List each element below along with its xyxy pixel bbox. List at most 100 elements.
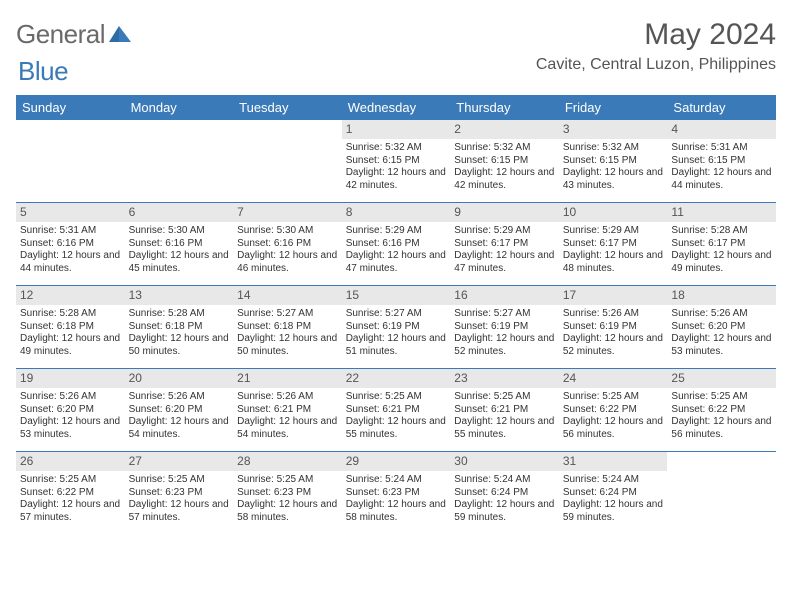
sunset-line: Sunset: 6:24 PM <box>454 487 555 500</box>
sunrise-line: Sunrise: 5:25 AM <box>454 391 555 404</box>
sunset-line: Sunset: 6:15 PM <box>454 155 555 168</box>
sunrise-line: Sunrise: 5:29 AM <box>563 225 664 238</box>
day-number: 19 <box>16 369 125 388</box>
day-number: 14 <box>233 286 342 305</box>
empty-cell <box>125 120 234 202</box>
sunset-line: Sunset: 6:21 PM <box>346 404 447 417</box>
daylight-line: Daylight: 12 hours and 42 minutes. <box>454 167 555 192</box>
sunset-line: Sunset: 6:21 PM <box>237 404 338 417</box>
day-cell: 16Sunrise: 5:27 AMSunset: 6:19 PMDayligh… <box>450 286 559 368</box>
sunrise-line: Sunrise: 5:25 AM <box>563 391 664 404</box>
day-number: 3 <box>559 120 668 139</box>
sunrise-line: Sunrise: 5:29 AM <box>454 225 555 238</box>
day-number: 17 <box>559 286 668 305</box>
location: Cavite, Central Luzon, Philippines <box>536 56 776 74</box>
day-cell: 29Sunrise: 5:24 AMSunset: 6:23 PMDayligh… <box>342 452 451 534</box>
day-number: 11 <box>667 203 776 222</box>
sunset-line: Sunset: 6:15 PM <box>346 155 447 168</box>
sunrise-line: Sunrise: 5:28 AM <box>129 308 230 321</box>
day-number: 13 <box>125 286 234 305</box>
sunrise-line: Sunrise: 5:32 AM <box>454 142 555 155</box>
day-header-cell: Friday <box>559 95 668 120</box>
day-info: Sunrise: 5:28 AMSunset: 6:18 PMDaylight:… <box>20 308 121 358</box>
daylight-line: Daylight: 12 hours and 49 minutes. <box>20 333 121 358</box>
sunset-line: Sunset: 6:23 PM <box>346 487 447 500</box>
sunrise-line: Sunrise: 5:29 AM <box>346 225 447 238</box>
daylight-line: Daylight: 12 hours and 55 minutes. <box>346 416 447 441</box>
day-info: Sunrise: 5:32 AMSunset: 6:15 PMDaylight:… <box>563 142 664 192</box>
daylight-line: Daylight: 12 hours and 47 minutes. <box>346 250 447 275</box>
daylight-line: Daylight: 12 hours and 44 minutes. <box>20 250 121 275</box>
day-cell: 18Sunrise: 5:26 AMSunset: 6:20 PMDayligh… <box>667 286 776 368</box>
daylight-line: Daylight: 12 hours and 42 minutes. <box>346 167 447 192</box>
sunset-line: Sunset: 6:20 PM <box>671 321 772 334</box>
sunset-line: Sunset: 6:23 PM <box>237 487 338 500</box>
day-header-cell: Tuesday <box>233 95 342 120</box>
day-header-cell: Monday <box>125 95 234 120</box>
sunrise-line: Sunrise: 5:30 AM <box>237 225 338 238</box>
day-info: Sunrise: 5:26 AMSunset: 6:21 PMDaylight:… <box>237 391 338 441</box>
day-number: 21 <box>233 369 342 388</box>
sunrise-line: Sunrise: 5:27 AM <box>346 308 447 321</box>
calendar: SundayMondayTuesdayWednesdayThursdayFrid… <box>16 95 776 534</box>
sunset-line: Sunset: 6:16 PM <box>20 238 121 251</box>
day-info: Sunrise: 5:27 AMSunset: 6:19 PMDaylight:… <box>346 308 447 358</box>
logo-icon <box>109 20 131 51</box>
day-number: 4 <box>667 120 776 139</box>
day-cell: 24Sunrise: 5:25 AMSunset: 6:22 PMDayligh… <box>559 369 668 451</box>
day-info: Sunrise: 5:25 AMSunset: 6:21 PMDaylight:… <box>454 391 555 441</box>
daylight-line: Daylight: 12 hours and 50 minutes. <box>237 333 338 358</box>
day-info: Sunrise: 5:31 AMSunset: 6:15 PMDaylight:… <box>671 142 772 192</box>
sunset-line: Sunset: 6:15 PM <box>671 155 772 168</box>
day-header-cell: Sunday <box>16 95 125 120</box>
day-info: Sunrise: 5:28 AMSunset: 6:18 PMDaylight:… <box>129 308 230 358</box>
day-number: 27 <box>125 452 234 471</box>
day-cell: 28Sunrise: 5:25 AMSunset: 6:23 PMDayligh… <box>233 452 342 534</box>
day-cell: 7Sunrise: 5:30 AMSunset: 6:16 PMDaylight… <box>233 203 342 285</box>
sunset-line: Sunset: 6:18 PM <box>20 321 121 334</box>
weeks-container: 1Sunrise: 5:32 AMSunset: 6:15 PMDaylight… <box>16 120 776 534</box>
day-cell: 11Sunrise: 5:28 AMSunset: 6:17 PMDayligh… <box>667 203 776 285</box>
sunrise-line: Sunrise: 5:25 AM <box>20 474 121 487</box>
sunrise-line: Sunrise: 5:31 AM <box>671 142 772 155</box>
daylight-line: Daylight: 12 hours and 53 minutes. <box>20 416 121 441</box>
daylight-line: Daylight: 12 hours and 47 minutes. <box>454 250 555 275</box>
sunset-line: Sunset: 6:22 PM <box>671 404 772 417</box>
sunset-line: Sunset: 6:18 PM <box>237 321 338 334</box>
sunrise-line: Sunrise: 5:26 AM <box>563 308 664 321</box>
sunset-line: Sunset: 6:24 PM <box>563 487 664 500</box>
daylight-line: Daylight: 12 hours and 46 minutes. <box>237 250 338 275</box>
daylight-line: Daylight: 12 hours and 52 minutes. <box>563 333 664 358</box>
sunset-line: Sunset: 6:20 PM <box>129 404 230 417</box>
day-number: 31 <box>559 452 668 471</box>
day-cell: 4 Sunrise: 5:31 AMSunset: 6:15 PMDaylight… <box>667 120 776 202</box>
daylight-line: Daylight: 12 hours and 51 minutes. <box>346 333 447 358</box>
day-info: Sunrise: 5:32 AMSunset: 6:15 PMDaylight:… <box>346 142 447 192</box>
daylight-line: Daylight: 12 hours and 56 minutes. <box>671 416 772 441</box>
sunrise-line: Sunrise: 5:30 AM <box>129 225 230 238</box>
day-cell: 30Sunrise: 5:24 AMSunset: 6:24 PMDayligh… <box>450 452 559 534</box>
sunset-line: Sunset: 6:18 PM <box>129 321 230 334</box>
day-number: 30 <box>450 452 559 471</box>
day-number: 20 <box>125 369 234 388</box>
daylight-line: Daylight: 12 hours and 59 minutes. <box>563 499 664 524</box>
sunset-line: Sunset: 6:20 PM <box>20 404 121 417</box>
day-number: 9 <box>450 203 559 222</box>
day-cell: 17Sunrise: 5:26 AMSunset: 6:19 PMDayligh… <box>559 286 668 368</box>
daylight-line: Daylight: 12 hours and 57 minutes. <box>129 499 230 524</box>
sunset-line: Sunset: 6:22 PM <box>563 404 664 417</box>
daylight-line: Daylight: 12 hours and 54 minutes. <box>129 416 230 441</box>
day-number: 2 <box>450 120 559 139</box>
day-cell: 5Sunrise: 5:31 AMSunset: 6:16 PMDaylight… <box>16 203 125 285</box>
sunset-line: Sunset: 6:22 PM <box>20 487 121 500</box>
daylight-line: Daylight: 12 hours and 53 minutes. <box>671 333 772 358</box>
day-number: 24 <box>559 369 668 388</box>
sunrise-line: Sunrise: 5:32 AM <box>346 142 447 155</box>
day-info: Sunrise: 5:24 AMSunset: 6:24 PMDaylight:… <box>563 474 664 524</box>
page-title: May 2024 <box>536 18 776 52</box>
daylight-line: Daylight: 12 hours and 57 minutes. <box>20 499 121 524</box>
sunset-line: Sunset: 6:17 PM <box>671 238 772 251</box>
daylight-line: Daylight: 12 hours and 55 minutes. <box>454 416 555 441</box>
sunset-line: Sunset: 6:17 PM <box>563 238 664 251</box>
day-cell: 25Sunrise: 5:25 AMSunset: 6:22 PMDayligh… <box>667 369 776 451</box>
